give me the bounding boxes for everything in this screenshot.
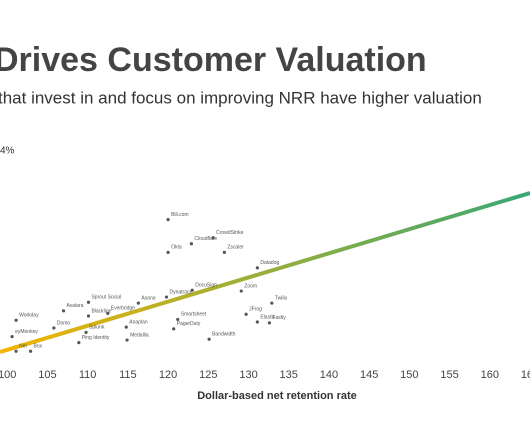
x-tick-label: 155: [440, 369, 458, 381]
point-label: Asana: [141, 295, 155, 301]
data-point: [172, 327, 176, 331]
point-label: Anaplan: [129, 319, 148, 325]
x-tick-label: 130: [239, 369, 257, 381]
point-label: Ping Identity: [82, 335, 110, 341]
data-point: [166, 250, 170, 254]
point-label: Bill.com: [171, 212, 189, 218]
point-label: Nel: [19, 344, 27, 350]
x-tick-label: 135: [280, 369, 298, 381]
x-axis-label: Dollar-based net retention rate: [197, 390, 357, 402]
data-point: [207, 337, 211, 341]
point-label: Elastic: [260, 314, 275, 320]
x-tick-label: 125: [199, 369, 217, 381]
point-label: PagerDuty: [177, 321, 201, 327]
point-label: Everbridge: [111, 306, 135, 312]
point-label: Fastly: [272, 315, 286, 321]
point-label: Twilio: [275, 295, 288, 301]
data-point: [86, 314, 91, 318]
data-point: [14, 349, 18, 353]
data-point: [86, 300, 91, 304]
x-tick-label: 110: [79, 369, 97, 381]
x-tick-label: 145: [360, 369, 378, 381]
point-label: DocuSign: [195, 283, 217, 289]
point-label: CrowdStrike: [216, 230, 243, 236]
point-label: Smartsheet: [181, 312, 207, 318]
x-tick-label: 165: [521, 369, 530, 381]
data-point: [255, 320, 259, 324]
data-point: [267, 321, 272, 325]
data-point: [84, 330, 88, 334]
data-point: [190, 288, 194, 292]
x-tick-label: 150: [400, 369, 418, 381]
point-label: Workday: [19, 313, 39, 319]
x-tick-label: 120: [159, 369, 177, 381]
data-point: [106, 311, 110, 315]
point-label: Medallia: [130, 332, 149, 338]
point-label: Bandwidth: [212, 332, 236, 338]
point-label: JFrog: [249, 307, 262, 313]
point-label: Cloudflare: [194, 236, 217, 242]
point-label: Zscaler: [227, 245, 244, 251]
data-point: [136, 301, 140, 305]
data-point: [176, 317, 180, 322]
point-label: Splunk: [89, 325, 105, 331]
x-tick-label: 115: [119, 369, 137, 381]
data-point: [28, 349, 33, 353]
data-point: [164, 295, 169, 299]
point-label: eyMonkey: [15, 329, 38, 335]
data-point: [189, 242, 194, 246]
data-point: [255, 266, 259, 270]
chart-title: Drives Customer Valuation: [0, 41, 427, 79]
point-label: Blackline: [91, 308, 111, 314]
data-point: [166, 218, 170, 222]
data-point: [270, 301, 274, 305]
data-point: [124, 325, 128, 329]
data-point: [61, 309, 66, 313]
data-point: [52, 326, 56, 330]
data-point: [239, 289, 243, 293]
data-point: [77, 341, 81, 345]
data-point: [14, 318, 18, 322]
point-label: Datadog: [260, 260, 279, 266]
data-point: [244, 312, 248, 316]
chart-subtitle: that invest in and focus on improving NR…: [0, 88, 482, 107]
data-point: [222, 250, 226, 254]
data-point: [125, 338, 129, 342]
trend-line: [0, 191, 530, 354]
x-tick-label: 100: [0, 369, 16, 381]
x-tick-label: 160: [481, 369, 499, 381]
y-annotation: 4%: [0, 146, 15, 157]
point-label: Okta: [171, 245, 182, 251]
point-label: Domo: [57, 320, 71, 326]
point-label: Sprout Social: [91, 295, 121, 301]
data-point: [211, 236, 215, 240]
data-point: [10, 335, 14, 339]
point-label: Zoom: [244, 283, 257, 289]
x-tick-label: 140: [320, 369, 338, 381]
point-label: Dynatrace: [169, 289, 192, 295]
x-tick-label: 105: [38, 369, 56, 381]
point-label: Box: [34, 344, 43, 350]
point-label: Avalara: [67, 303, 84, 309]
